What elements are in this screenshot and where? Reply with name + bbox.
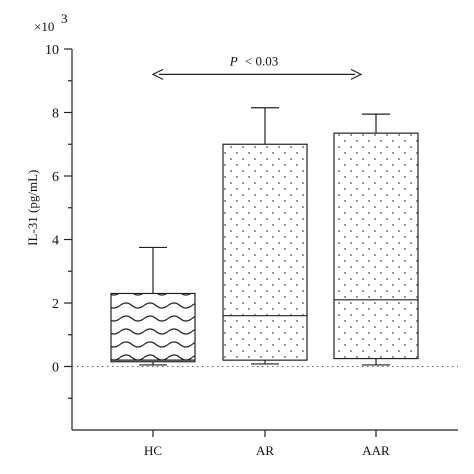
x-tick-label-hc: HC xyxy=(144,443,162,458)
y-tick-label-2: 2 xyxy=(52,297,59,312)
box-series xyxy=(110,107,419,366)
box-hc xyxy=(110,292,196,363)
y-tick-label-8: 8 xyxy=(52,107,59,122)
significance-arrow-left xyxy=(151,68,164,80)
box-group-ar xyxy=(222,107,308,365)
y-axis-multiplier-label: ×10 xyxy=(34,19,54,34)
significance-annotation: P < 0.03 xyxy=(151,53,363,80)
y-tick-label-0: 0 xyxy=(52,361,59,376)
y-axis-ticks: 10 8 6 4 2 0 xyxy=(45,43,72,399)
y-axis-multiplier: ×10 3 xyxy=(34,11,68,34)
y-axis-multiplier-exponent: 3 xyxy=(61,11,68,26)
box-ar xyxy=(222,143,308,361)
significance-label: P < 0.03 xyxy=(229,53,279,68)
significance-p-label: P xyxy=(229,53,238,68)
box-group-aar xyxy=(333,113,419,366)
significance-comparison: < 0.03 xyxy=(245,53,278,68)
y-tick-label-4: 4 xyxy=(52,234,59,249)
significance-arrow-right xyxy=(350,68,363,80)
box-group-hc xyxy=(110,246,196,366)
y-axis-label: IL-31 (pg/mL) xyxy=(25,170,40,246)
y-tick-label-10: 10 xyxy=(45,43,59,58)
x-tick-label-ar: AR xyxy=(256,443,274,458)
x-tick-label-aar: AAR xyxy=(362,443,390,458)
y-tick-label-6: 6 xyxy=(52,170,59,185)
box-aar xyxy=(333,132,419,360)
x-axis-ticks: HC AR AAR xyxy=(144,430,390,458)
